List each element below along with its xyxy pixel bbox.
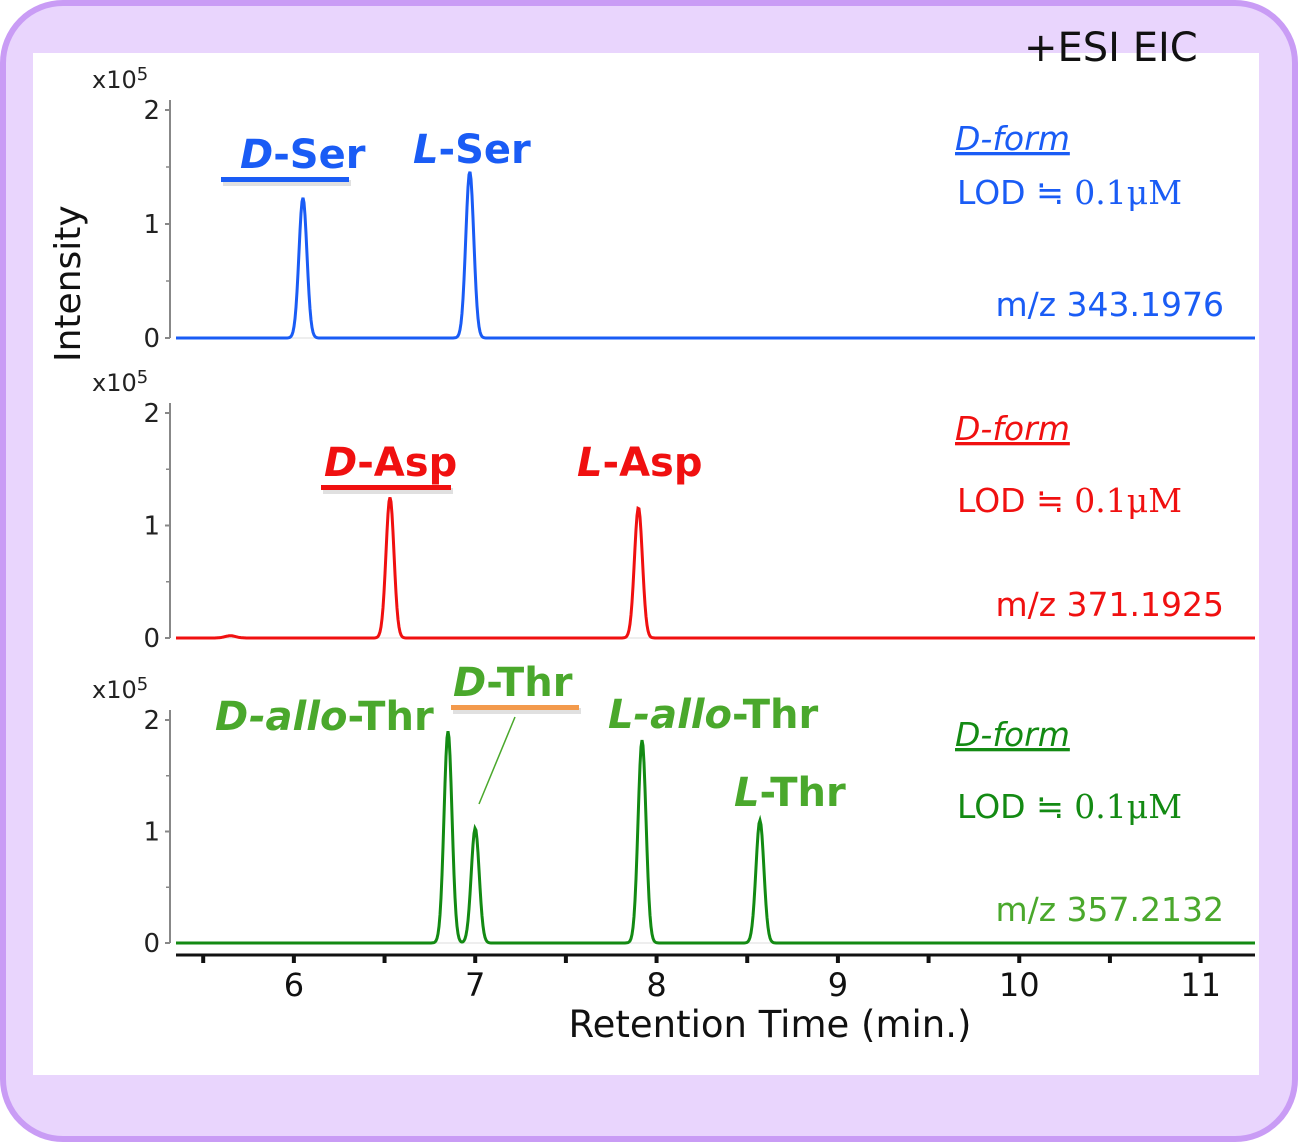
lod-label: LOD ≒ 0.1μM <box>957 787 1182 826</box>
y-tick-label: 1 <box>143 512 160 542</box>
y-tick-label: 0 <box>143 324 160 354</box>
peak-label: D-Asp <box>324 440 457 486</box>
peak-label: L-Thr <box>734 770 846 816</box>
y-tick-label: 0 <box>143 624 160 654</box>
mz-label: m/z 343.1976 <box>995 285 1224 324</box>
d-form-label: D-form <box>955 119 1070 158</box>
y-scale-label: x105 <box>92 674 148 704</box>
lod-label: LOD ≒ 0.1μM <box>957 481 1182 520</box>
y-tick-label: 2 <box>143 706 160 736</box>
x-tick-label: 11 <box>1180 966 1221 1004</box>
underline-shadow <box>223 180 351 186</box>
y-tick-label: 1 <box>143 818 160 848</box>
y-tick-label: 0 <box>143 929 160 959</box>
y-tick-label: 1 <box>143 210 160 240</box>
trace-line-panel-2 <box>176 497 1255 640</box>
x-tick-label: 7 <box>465 966 485 1004</box>
peak-label: L-Asp <box>577 440 703 486</box>
underline-shadow <box>323 488 453 494</box>
y-tick-label: 2 <box>143 399 160 429</box>
d-form-underline <box>221 177 349 182</box>
plot-background <box>33 53 1259 1075</box>
header-label: +ESI EIC <box>1024 25 1198 71</box>
d-form-label: D-form <box>955 715 1070 754</box>
peak-label: D-allo-Thr <box>215 694 434 740</box>
trace-line-panel-3 <box>176 730 1255 945</box>
trace-line-panel-1 <box>176 171 1255 340</box>
peak-label: L-Ser <box>413 127 531 173</box>
peak-label: L-allo-Thr <box>608 692 818 738</box>
lod-label: LOD ≒ 0.1μM <box>957 173 1182 212</box>
mz-label: m/z 357.2132 <box>995 890 1224 929</box>
y-axis-label: Intensity <box>48 205 89 362</box>
panel-1: x105 0 1 2 D-Ser L-Ser D-form LOD ≒ 0.1μM m/z 34… <box>92 64 1255 354</box>
d-form-underline <box>321 485 451 490</box>
x-tick-label: 9 <box>828 966 848 1004</box>
x-tick-label: 10 <box>999 966 1040 1004</box>
x-axis-label: Retention Time (min.) <box>569 1003 972 1046</box>
panel-3: x105 0 1 2 D-allo-Thr D-Thr L-allo-Thr L-Thr D-f… <box>92 660 1255 959</box>
panel-2: x105 0 1 2 D-Asp L-Asp D-form LOD ≒ 0.1μM m/z 37… <box>92 367 1255 654</box>
y-scale-label: x105 <box>92 367 148 397</box>
d-thr-pointer <box>478 716 516 805</box>
d-form-label: D-form <box>955 409 1070 448</box>
d-form-underline <box>451 705 579 710</box>
y-scale-label: x105 <box>92 64 148 94</box>
mz-label: m/z 371.1925 <box>995 585 1224 624</box>
y-tick-label: 2 <box>143 96 160 126</box>
x-tick-label: 6 <box>284 966 304 1004</box>
peak-label: D-Thr <box>453 660 573 706</box>
underline-shadow <box>453 708 581 714</box>
x-tick-label: 8 <box>646 966 666 1004</box>
x-axis: 6 7 8 9 10 11 Retention Time (min.) <box>176 953 1255 1046</box>
peak-label: D-Ser <box>240 132 366 178</box>
